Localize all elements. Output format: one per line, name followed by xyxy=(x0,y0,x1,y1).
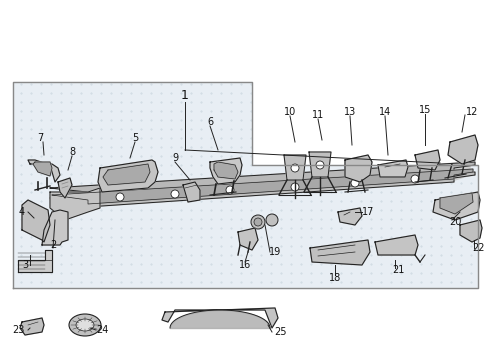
Polygon shape xyxy=(162,308,278,328)
Text: 9: 9 xyxy=(172,153,178,163)
Polygon shape xyxy=(50,172,475,207)
Text: 10: 10 xyxy=(284,107,296,117)
Polygon shape xyxy=(33,162,52,176)
Text: 17: 17 xyxy=(362,207,374,217)
Circle shape xyxy=(291,164,299,172)
Text: 25: 25 xyxy=(274,327,286,337)
Circle shape xyxy=(316,161,324,169)
Circle shape xyxy=(116,193,124,201)
Circle shape xyxy=(266,214,278,226)
Polygon shape xyxy=(214,162,238,179)
Circle shape xyxy=(171,190,179,198)
Polygon shape xyxy=(103,164,150,185)
Polygon shape xyxy=(18,250,52,272)
Polygon shape xyxy=(50,188,100,220)
Polygon shape xyxy=(13,82,478,288)
Text: 11: 11 xyxy=(312,110,324,120)
Text: 4: 4 xyxy=(19,207,25,217)
Text: 21: 21 xyxy=(392,265,404,275)
Text: 7: 7 xyxy=(37,133,43,143)
Circle shape xyxy=(251,215,265,229)
Text: 3: 3 xyxy=(22,260,28,270)
Polygon shape xyxy=(58,178,72,198)
Text: 19: 19 xyxy=(269,247,281,257)
Polygon shape xyxy=(338,208,362,225)
Polygon shape xyxy=(98,160,158,192)
Polygon shape xyxy=(378,160,408,177)
Polygon shape xyxy=(210,158,242,184)
Text: 14: 14 xyxy=(379,107,391,117)
Text: 18: 18 xyxy=(329,273,341,283)
Polygon shape xyxy=(20,318,44,335)
Polygon shape xyxy=(42,210,68,245)
Circle shape xyxy=(351,179,359,187)
Text: 2: 2 xyxy=(50,240,56,250)
Polygon shape xyxy=(433,192,480,220)
Ellipse shape xyxy=(76,319,94,331)
Polygon shape xyxy=(345,155,372,182)
Ellipse shape xyxy=(69,314,101,336)
Circle shape xyxy=(291,183,299,191)
Polygon shape xyxy=(284,155,306,180)
Polygon shape xyxy=(448,135,478,164)
Text: 15: 15 xyxy=(419,105,431,115)
Polygon shape xyxy=(415,150,440,170)
Polygon shape xyxy=(183,182,200,202)
Text: 6: 6 xyxy=(207,117,213,127)
Text: 22: 22 xyxy=(472,243,484,253)
Polygon shape xyxy=(440,193,473,214)
Polygon shape xyxy=(310,240,370,265)
Text: 5: 5 xyxy=(132,133,138,143)
Polygon shape xyxy=(375,235,418,255)
Text: 13: 13 xyxy=(344,107,356,117)
Polygon shape xyxy=(238,228,258,250)
Circle shape xyxy=(254,218,262,226)
Polygon shape xyxy=(52,169,473,204)
Circle shape xyxy=(226,186,234,194)
Text: 16: 16 xyxy=(239,260,251,270)
Text: 1: 1 xyxy=(181,89,189,102)
Text: 8: 8 xyxy=(69,147,75,157)
Polygon shape xyxy=(50,162,475,197)
Text: 24: 24 xyxy=(96,325,108,335)
Circle shape xyxy=(411,175,419,183)
Text: 12: 12 xyxy=(466,107,478,117)
Text: 20: 20 xyxy=(449,217,461,227)
Polygon shape xyxy=(460,220,482,242)
Polygon shape xyxy=(52,166,470,202)
Polygon shape xyxy=(309,152,331,177)
Polygon shape xyxy=(28,160,60,182)
Text: 23: 23 xyxy=(12,325,24,335)
Polygon shape xyxy=(22,200,50,242)
